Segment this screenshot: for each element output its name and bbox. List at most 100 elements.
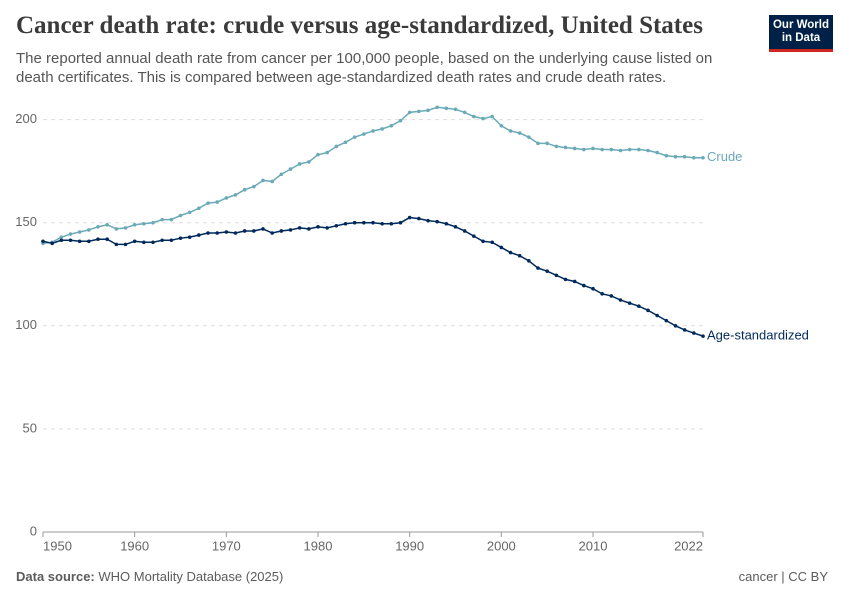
data-point bbox=[197, 233, 201, 237]
x-tick-label: 1970 bbox=[212, 538, 241, 553]
y-tick-label: 0 bbox=[30, 523, 37, 538]
data-point bbox=[68, 238, 73, 243]
data-point bbox=[462, 229, 467, 233]
data-point bbox=[96, 225, 100, 229]
data-point bbox=[114, 227, 119, 231]
data-point bbox=[682, 154, 687, 159]
data-point bbox=[417, 216, 421, 221]
data-point bbox=[444, 221, 449, 226]
source-label: Data source: bbox=[16, 569, 95, 584]
data-point bbox=[224, 230, 229, 234]
data-point bbox=[261, 178, 265, 183]
footer-source: Data source: WHO Mortality Database (202… bbox=[16, 569, 283, 584]
data-point bbox=[132, 222, 137, 227]
data-point bbox=[655, 313, 659, 318]
data-point bbox=[673, 154, 678, 159]
footer-license: cancer | CC BY bbox=[738, 569, 828, 584]
data-point bbox=[59, 238, 64, 243]
y-tick-label: 100 bbox=[15, 317, 37, 332]
data-point bbox=[224, 196, 229, 200]
data-point bbox=[59, 235, 64, 239]
data-point bbox=[123, 242, 128, 247]
x-tick-label: 2022 bbox=[674, 538, 703, 553]
data-point bbox=[637, 304, 641, 309]
data-point bbox=[554, 273, 559, 278]
logo-line: Our World bbox=[772, 19, 829, 31]
data-point bbox=[178, 236, 183, 240]
data-point bbox=[187, 210, 192, 215]
data-point bbox=[279, 229, 284, 233]
data-point bbox=[389, 124, 394, 128]
data-point bbox=[334, 224, 339, 228]
data-point bbox=[242, 187, 247, 192]
data-point bbox=[160, 217, 164, 222]
data-point bbox=[233, 193, 238, 197]
data-point bbox=[316, 225, 320, 229]
chart-title: Cancer death rate: crude versus age-stan… bbox=[16, 12, 703, 39]
data-point bbox=[600, 292, 604, 296]
data-point bbox=[252, 184, 256, 189]
data-point bbox=[426, 108, 430, 113]
data-point bbox=[536, 266, 540, 270]
data-point bbox=[627, 301, 632, 305]
data-point bbox=[435, 105, 439, 110]
data-point bbox=[627, 147, 632, 152]
data-point bbox=[664, 318, 669, 323]
data-point bbox=[417, 109, 421, 114]
data-point bbox=[701, 155, 705, 160]
data-point bbox=[481, 239, 485, 244]
y-tick-label: 150 bbox=[15, 214, 37, 229]
data-point bbox=[572, 146, 577, 151]
data-point bbox=[426, 218, 430, 223]
logo-line: in Data bbox=[781, 31, 821, 44]
data-point bbox=[508, 129, 513, 133]
data-point bbox=[618, 148, 623, 153]
data-point bbox=[490, 240, 494, 245]
data-point bbox=[142, 221, 146, 226]
data-point bbox=[105, 237, 109, 242]
data-point bbox=[600, 147, 604, 152]
series-label: Crude bbox=[707, 149, 742, 164]
data-point bbox=[279, 172, 284, 177]
chart-subtitle: The reported annual death rate from canc… bbox=[16, 50, 713, 86]
data-point bbox=[371, 129, 375, 133]
data-point bbox=[151, 220, 155, 225]
data-point bbox=[692, 155, 696, 160]
data-point bbox=[215, 231, 219, 235]
logo: Our World in Data bbox=[769, 15, 833, 52]
data-point bbox=[407, 215, 412, 220]
data-point bbox=[316, 152, 320, 157]
data-point bbox=[517, 131, 522, 135]
x-tick-label: 1980 bbox=[304, 538, 333, 553]
data-point bbox=[582, 283, 586, 288]
data-point bbox=[462, 110, 467, 115]
data-point bbox=[472, 114, 476, 119]
data-point bbox=[215, 200, 219, 204]
data-point bbox=[343, 140, 348, 145]
data-point bbox=[132, 239, 137, 244]
data-point bbox=[527, 135, 531, 139]
data-point bbox=[545, 269, 549, 273]
series-label: Age-standardized bbox=[707, 328, 809, 343]
source: WHO Mortality Database (2025) bbox=[98, 569, 284, 584]
data-point bbox=[325, 226, 329, 230]
data-point bbox=[481, 116, 485, 121]
data-point bbox=[380, 127, 384, 131]
data-point bbox=[609, 294, 614, 298]
data-point bbox=[398, 220, 403, 225]
data-point bbox=[105, 222, 109, 227]
data-point bbox=[472, 234, 476, 238]
data-point bbox=[435, 219, 439, 224]
data-point bbox=[407, 110, 412, 115]
data-point bbox=[297, 162, 302, 166]
data-point bbox=[655, 150, 659, 155]
data-point bbox=[563, 145, 568, 150]
data-point bbox=[352, 220, 357, 225]
data-point bbox=[664, 153, 669, 158]
data-point bbox=[325, 150, 329, 155]
data-point bbox=[362, 132, 366, 136]
data-point bbox=[307, 227, 311, 231]
data-point bbox=[701, 334, 705, 338]
data-point bbox=[242, 229, 247, 233]
